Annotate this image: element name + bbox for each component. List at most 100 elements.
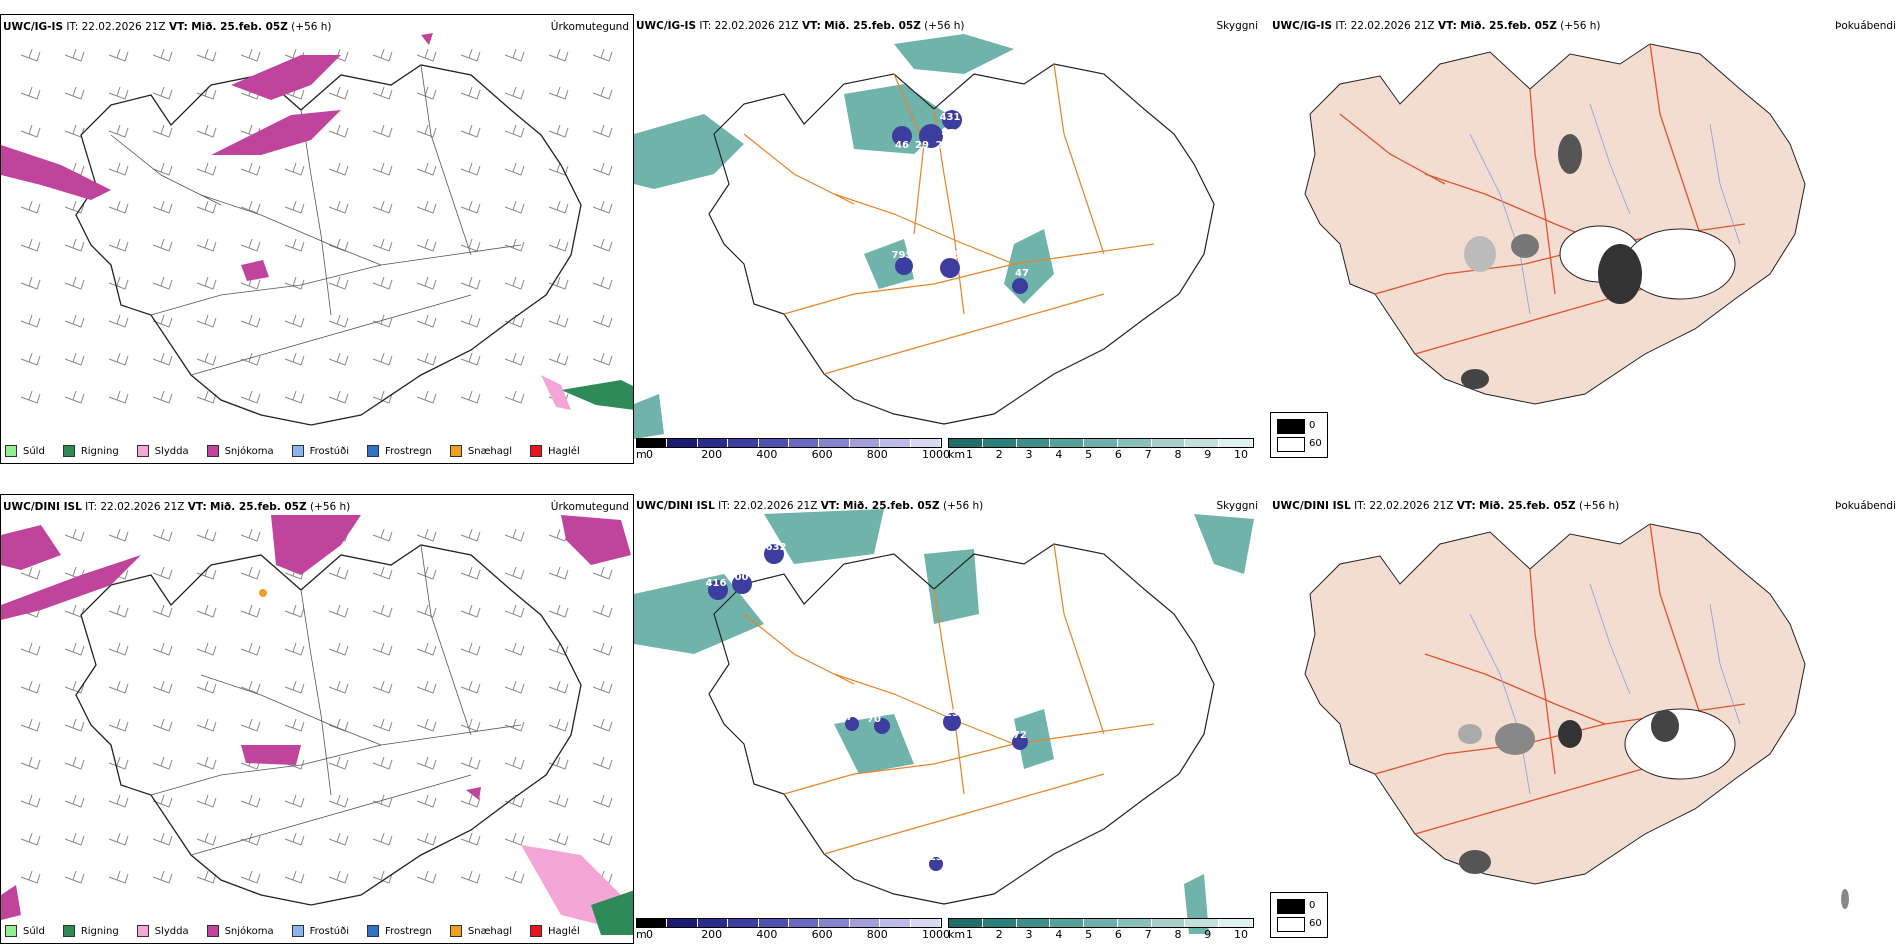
visibility-scale: km 1 2 3 4 5 6 7 8 9 10 [948, 918, 1254, 942]
wind-barb [328, 352, 349, 366]
scale-tick-label: 200 [701, 928, 723, 941]
vt-label: VT: [1456, 500, 1476, 512]
panel-header: UWC/IG-IS IT: 22.02.2026 21Z VT: Mið. 25… [636, 20, 965, 32]
wind-barb [152, 604, 173, 618]
wind-barb [108, 718, 129, 732]
wind-barb [152, 86, 173, 100]
legend-item: Frostregn [367, 445, 432, 457]
scale-cell [1016, 439, 1051, 447]
wind-barb [460, 794, 481, 808]
wind-barb [504, 124, 525, 138]
wind-barb [460, 680, 481, 694]
wind-barb [416, 390, 437, 404]
legend-swatch [5, 925, 17, 937]
scale-cell [728, 919, 759, 927]
wind-barb [548, 352, 569, 366]
scale-tick-label: 9 [1204, 448, 1212, 461]
wind-barb [592, 718, 613, 732]
scale-cell [1084, 439, 1118, 447]
scale-tick-label: 8 [1174, 928, 1182, 941]
it-label: IT: [699, 20, 712, 32]
legend-swatch [449, 925, 462, 937]
wind-barb [20, 48, 41, 62]
wind-barb [196, 314, 217, 328]
wind-barb [504, 680, 525, 694]
legend-swatch [206, 445, 219, 457]
wind-barb [548, 832, 569, 846]
wind-barb [64, 86, 85, 100]
ceiling-value-label: 632 [766, 542, 787, 553]
scale-cell [880, 439, 911, 447]
legend-label: Frostregn [385, 925, 432, 937]
wind-barb [592, 162, 613, 176]
ceiling-value-label: 416 [706, 578, 727, 589]
scale-cell [880, 919, 911, 927]
legend-item: Snjókoma [206, 925, 274, 937]
wind-barb [20, 390, 41, 404]
wind-barb [64, 756, 85, 770]
wind-barb [64, 238, 85, 252]
wind-barb [328, 86, 349, 100]
scale-cell [758, 439, 790, 447]
graupel-areas [259, 589, 267, 597]
legend-label: Frostúði [309, 925, 349, 937]
wind-barb [240, 314, 261, 328]
wind-barb [108, 794, 129, 808]
wind-barb [328, 604, 349, 618]
wind-barbs [20, 48, 613, 404]
visibility-panel-row2: UWC/DINI ISL IT: 22.02.2026 21Z VT: Mið.… [634, 494, 1270, 944]
road-network [743, 543, 1155, 855]
wind-barb [284, 680, 305, 694]
legend-item: Rigning [62, 445, 119, 457]
wind-barb [416, 528, 437, 542]
fog-key-black-box [1277, 419, 1305, 434]
wind-barb [196, 870, 217, 884]
fog-map [1304, 523, 1849, 909]
road-network [110, 64, 522, 376]
scale-cell [1117, 439, 1152, 447]
precip-map [1, 515, 633, 935]
visibility-panel-row1: UWC/IG-IS IT: 22.02.2026 21Z VT: Mið. 25… [634, 14, 1270, 464]
scale-unit: km [948, 928, 966, 941]
wind-barb [196, 718, 217, 732]
wind-barb [108, 680, 129, 694]
wind-barb [548, 86, 569, 100]
wind-barb [592, 124, 613, 138]
wind-barb [460, 642, 481, 656]
wind-barb [20, 200, 41, 214]
wind-barb [108, 162, 129, 176]
wind-barb [548, 314, 569, 328]
legend-label: Snæhagl [467, 925, 513, 937]
wind-barb [416, 86, 437, 100]
legend-swatch [449, 445, 462, 457]
wind-barb [460, 528, 481, 542]
wind-barb [592, 680, 613, 694]
wind-barb [372, 642, 393, 656]
fog-patches [1461, 134, 1736, 389]
scale-tick-label: 4 [1055, 448, 1063, 461]
scale-cell [697, 439, 729, 447]
wind-barb [592, 604, 613, 618]
wind-barb [372, 124, 393, 138]
wind-barb [240, 718, 261, 732]
scale-cell [949, 919, 983, 927]
wind-barb [20, 794, 41, 808]
legend-swatch [206, 925, 219, 937]
fog-key-white-box [1277, 437, 1305, 452]
vt-label: VT: [187, 501, 207, 513]
wind-barb [20, 352, 41, 366]
wind-barb [240, 642, 261, 656]
wind-barb [548, 124, 569, 138]
wind-barb [152, 870, 173, 884]
wind-barb [196, 528, 217, 542]
wind-barb [20, 566, 41, 580]
fog-key-black-label: 0 [1309, 900, 1316, 911]
wind-barb [284, 352, 305, 366]
scale-cell [667, 439, 698, 447]
vt-value: Mið. 25.feb. 05Z [210, 501, 307, 513]
scale-cell [1084, 919, 1118, 927]
scale-cell [1219, 439, 1254, 447]
wind-barb [196, 276, 217, 290]
scale-tick-label: 2 [995, 928, 1003, 941]
